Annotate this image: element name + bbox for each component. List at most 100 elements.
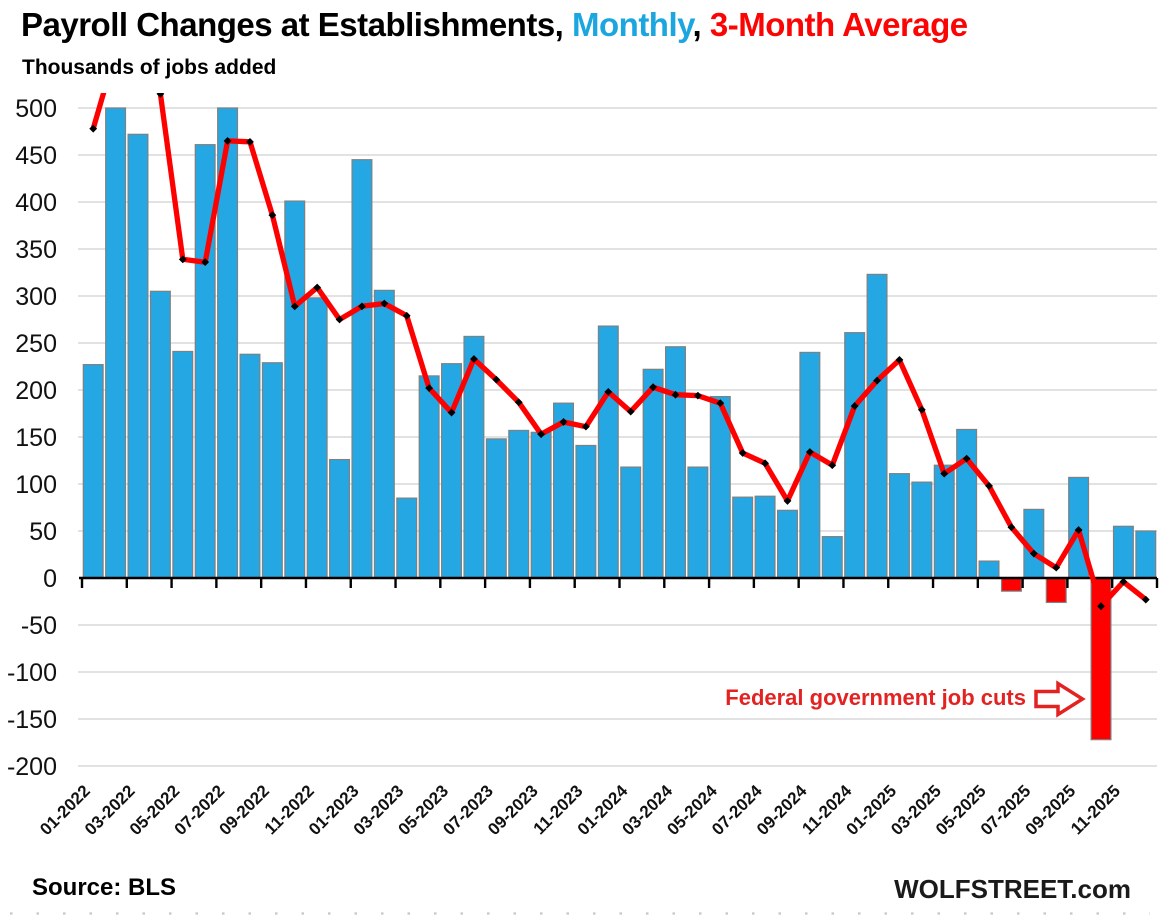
bar-monthly: [373, 289, 395, 579]
avg-marker: [470, 355, 478, 363]
avg-marker: [514, 398, 523, 407]
bar-monthly: [149, 290, 171, 579]
axis-units-label: Thousands of jobs added: [22, 56, 277, 79]
avg-marker: [671, 390, 680, 399]
bar-monthly: [396, 497, 418, 579]
bar-monthly-negative: [1000, 577, 1022, 592]
y-tick-label: 350: [15, 236, 57, 264]
avg-marker: [201, 258, 210, 267]
x-tick-label: 09-2024: [753, 781, 811, 839]
x-tick-label: 09-2022: [215, 781, 273, 839]
y-tick-label: 100: [15, 471, 57, 499]
x-tick-label: 09-2025: [1022, 781, 1080, 839]
avg-marker: [738, 449, 747, 457]
bar-monthly: [732, 496, 754, 579]
avg-marker: [604, 387, 613, 396]
avg-marker: [402, 311, 411, 320]
avg-marker: [1097, 602, 1105, 611]
y-tick-label: 150: [15, 424, 57, 452]
avg-marker: [1029, 549, 1038, 558]
avg-marker: [1052, 563, 1061, 572]
y-tick-label: -50: [21, 612, 57, 640]
bar-monthly: [664, 346, 686, 579]
avg-marker: [1007, 523, 1016, 532]
avg-marker: [1141, 595, 1150, 604]
avg-marker: [626, 407, 635, 416]
y-tick-label: 400: [15, 189, 57, 217]
avg-marker: [335, 315, 344, 324]
avg-marker: [850, 402, 859, 410]
bar-monthly: [194, 144, 216, 579]
y-tick-label: 450: [15, 142, 57, 170]
bar-monthly: [1135, 530, 1157, 579]
x-tick-label: 09-2023: [484, 781, 542, 839]
bar-monthly: [553, 402, 575, 579]
avg-marker: [716, 399, 725, 408]
bar-monthly: [597, 325, 619, 579]
bar-monthly: [1112, 525, 1134, 579]
chart-title-separator: ,: [692, 6, 710, 43]
bar-monthly: [306, 297, 328, 579]
chart-title-main: Payroll Changes at Establishments,: [21, 6, 573, 43]
avg-marker: [582, 422, 590, 431]
avg-marker: [828, 461, 837, 470]
y-tick-label: 0: [43, 565, 57, 593]
chart-title-monthly: Monthly: [572, 6, 693, 43]
y-tick-label: 200: [15, 377, 57, 405]
bar-monthly: [642, 368, 664, 579]
avg-marker: [895, 356, 904, 364]
y-tick-label: -200: [7, 753, 57, 781]
y-tick-label: 50: [29, 518, 57, 546]
y-tick-label: -100: [7, 659, 57, 687]
avg-marker: [246, 137, 254, 146]
avg-marker: [447, 408, 456, 417]
x-tick-label: 11-2025: [1067, 781, 1124, 838]
avg-marker: [313, 283, 322, 292]
bar-monthly: [351, 159, 373, 579]
y-tick-label: 300: [15, 283, 57, 311]
avg-marker: [89, 124, 98, 133]
source-label: Source: BLS: [32, 874, 177, 901]
bar-monthly: [530, 431, 552, 579]
chart-title: Payroll Changes at Establishments, Month…: [21, 6, 968, 44]
avg-marker: [425, 384, 434, 393]
bar-monthly: [485, 438, 507, 579]
avg-marker: [268, 211, 277, 220]
avg-line: [90, 93, 1149, 609]
bar-monthly: [866, 273, 888, 579]
avg-line-group: [89, 48, 1150, 611]
bar-monthly: [284, 200, 306, 579]
avg-marker: [537, 430, 546, 439]
bar-monthly: [754, 495, 776, 579]
bar-monthly: [956, 428, 978, 579]
bar-monthly: [776, 509, 798, 579]
bar-monthly: [508, 429, 530, 579]
avg-marker: [290, 302, 299, 311]
avg-marker: [873, 376, 881, 385]
bar-monthly: [978, 560, 1000, 579]
avg-marker: [940, 469, 949, 478]
avg-marker: [178, 255, 187, 264]
bar-monthly: [888, 473, 910, 579]
chart-title-average: 3-Month Average: [709, 6, 968, 43]
avg-marker: [962, 454, 971, 463]
bar-monthly-negative: [1045, 577, 1067, 604]
avg-marker: [112, 48, 120, 56]
avg-marker: [492, 375, 501, 384]
avg-marker: [358, 302, 366, 311]
avg-marker: [649, 383, 657, 392]
wolfstreet-brand-label: WOLFSTREET.com: [894, 874, 1131, 904]
bar-monthly: [105, 107, 127, 579]
avg-marker: [380, 299, 389, 308]
bar-monthly: [239, 353, 261, 579]
bar-monthly: [620, 466, 642, 579]
avg-marker: [783, 497, 792, 505]
avg-marker: [559, 418, 568, 426]
y-tick-label: 500: [15, 95, 57, 123]
bar-monthly: [127, 133, 149, 579]
avg-marker: [917, 405, 926, 414]
bar-monthly: [418, 375, 440, 579]
y-tick-label: 250: [15, 330, 57, 358]
